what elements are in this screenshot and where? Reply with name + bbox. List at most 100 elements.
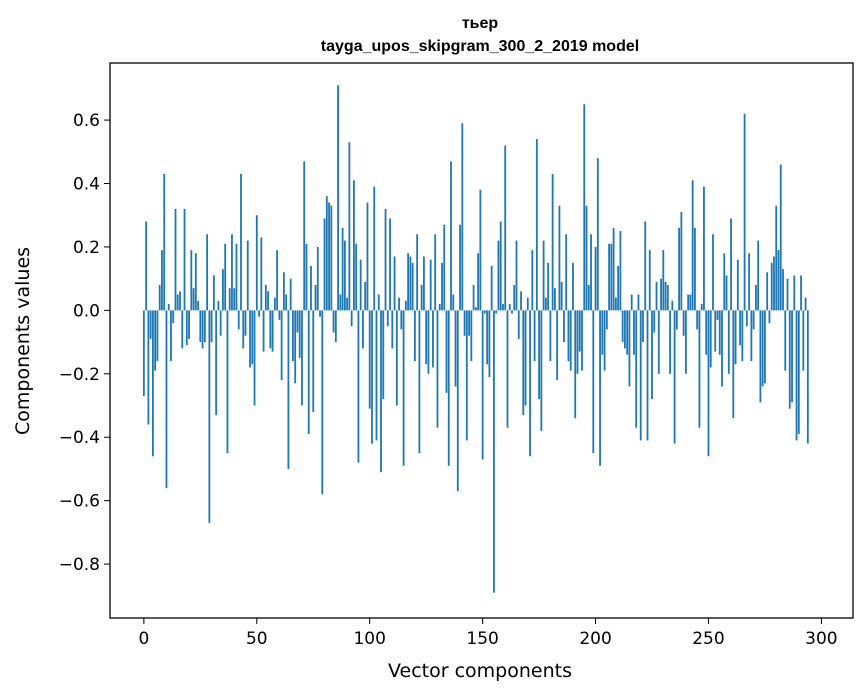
bar-135	[447, 310, 450, 466]
bar-283	[782, 269, 784, 311]
bar-119	[411, 262, 414, 311]
bar-254	[716, 310, 719, 320]
bar-243	[691, 180, 694, 311]
bar-155	[493, 310, 495, 593]
bar-216	[630, 294, 633, 311]
bar-189	[569, 310, 572, 371]
bar-116	[404, 300, 407, 311]
bar-227	[655, 281, 658, 311]
bar-271	[754, 285, 757, 311]
bar-149	[479, 189, 482, 311]
bar-127	[429, 259, 432, 311]
bar-35	[222, 269, 224, 311]
bar-171	[529, 310, 531, 457]
bar-67	[294, 310, 297, 384]
bar-81	[325, 196, 328, 311]
y-axis-ticks: 0.6 0.4 0.2 0.0 −0.2 −0.4 −0.6 −0.8	[59, 111, 110, 575]
bar-142	[463, 310, 466, 336]
bar-28	[206, 234, 209, 311]
bar-182	[553, 288, 556, 311]
plot-frame	[109, 62, 854, 619]
bar-90	[346, 297, 349, 311]
bar-14	[174, 208, 177, 311]
bar-151	[483, 310, 486, 314]
bar-153	[488, 310, 491, 377]
bar-60	[278, 310, 281, 320]
bar-63	[285, 294, 288, 311]
bar-164	[513, 285, 516, 311]
bar-196	[585, 205, 588, 311]
bar-55	[267, 291, 269, 311]
bar-212	[621, 310, 624, 343]
bar-154	[490, 265, 493, 311]
bar-240	[684, 310, 687, 374]
bar-276	[766, 272, 769, 311]
bar-98	[364, 281, 367, 311]
bar-126	[427, 310, 430, 374]
bar-83	[330, 205, 333, 311]
bar-163	[511, 310, 513, 314]
bar-261	[732, 310, 735, 419]
bar-3	[149, 310, 152, 339]
bar-128	[432, 310, 434, 368]
bar-122	[418, 310, 421, 454]
bar-190	[572, 262, 574, 311]
y-tick-label: 0.2	[73, 238, 100, 258]
bar-40	[233, 288, 236, 311]
bar-285	[786, 278, 789, 311]
bar-78	[319, 310, 321, 317]
bar-234	[671, 300, 674, 311]
bar-39	[231, 234, 233, 311]
bar-205	[605, 310, 608, 330]
bar-134	[445, 310, 448, 393]
bar-24	[197, 300, 199, 311]
bar-58	[273, 297, 276, 311]
bar-248	[703, 186, 705, 311]
x-tick-label: 150	[466, 629, 498, 649]
bar-247	[700, 304, 703, 311]
bar-288	[793, 275, 796, 311]
bar-220	[639, 310, 642, 441]
bar-250	[707, 310, 710, 457]
bar-91	[348, 142, 351, 311]
bar-144	[468, 310, 470, 336]
bar-41	[235, 243, 238, 311]
bar-124	[423, 256, 425, 311]
bar-204	[603, 310, 606, 371]
bar-215	[628, 310, 631, 387]
bar-253	[714, 310, 717, 352]
bar-145	[470, 310, 473, 362]
bar-82	[328, 202, 330, 311]
bar-0	[142, 310, 145, 396]
bar-105	[380, 310, 382, 473]
bar-158	[499, 221, 502, 311]
bar-87	[339, 294, 342, 311]
bar-157	[497, 240, 500, 311]
bar-114	[400, 310, 403, 330]
bar-228	[657, 310, 660, 374]
bar-170	[526, 297, 529, 311]
chart-title: тьер	[462, 15, 499, 32]
x-tick-label: 50	[246, 629, 268, 649]
bar-45	[244, 310, 247, 336]
bar-275	[764, 310, 766, 384]
bar-107	[384, 208, 387, 311]
bar-233	[669, 310, 671, 374]
bar-262	[734, 310, 737, 365]
bar-278	[770, 262, 773, 311]
bar-173	[533, 310, 536, 362]
bar-152	[486, 310, 489, 365]
bar-86	[337, 85, 339, 311]
bar-181	[551, 174, 554, 311]
bar-206	[608, 243, 610, 311]
bar-160	[504, 145, 507, 311]
bar-165	[515, 240, 518, 311]
bar-73	[307, 310, 310, 435]
bar-286	[788, 310, 791, 409]
bar-72	[305, 243, 308, 311]
x-axis-ticks: 0 50 100 150 200 250 300	[138, 618, 838, 649]
bar-177	[542, 240, 545, 311]
bar-130	[436, 310, 439, 428]
y-tick-label: 0.6	[73, 111, 100, 131]
y-tick-label: −0.2	[59, 365, 100, 385]
